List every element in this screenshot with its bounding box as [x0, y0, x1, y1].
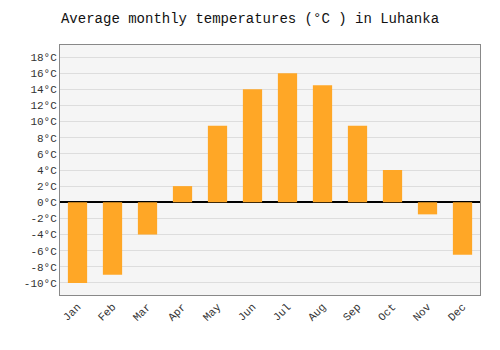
svg-text:-2°C: -2°C [30, 213, 57, 225]
svg-text:Aug: Aug [306, 301, 328, 323]
svg-text:Sep: Sep [341, 301, 363, 323]
svg-text:10°C: 10°C [30, 116, 57, 128]
svg-text:-4°C: -4°C [30, 229, 57, 241]
svg-text:12°C: 12°C [30, 100, 57, 112]
svg-text:-10°C: -10°C [24, 278, 57, 290]
svg-text:Dec: Dec [446, 301, 468, 323]
svg-text:Jul: Jul [271, 301, 293, 323]
svg-text:6°C: 6°C [37, 149, 57, 161]
svg-text:Jun: Jun [236, 301, 258, 323]
svg-text:Oct: Oct [376, 301, 398, 323]
svg-text:Feb: Feb [96, 301, 118, 323]
svg-text:Average monthly temperatures (: Average monthly temperatures (°C ) in Lu… [61, 11, 439, 27]
svg-text:Nov: Nov [411, 301, 434, 324]
svg-text:0°C: 0°C [37, 197, 57, 209]
svg-text:-6°C: -6°C [30, 246, 57, 258]
svg-text:14°C: 14°C [30, 84, 57, 96]
svg-text:18°C: 18°C [30, 52, 57, 64]
svg-text:-8°C: -8°C [30, 262, 57, 274]
svg-text:Apr: Apr [166, 301, 188, 323]
svg-text:4°C: 4°C [37, 165, 57, 177]
svg-text:Mar: Mar [131, 301, 153, 323]
svg-text:May: May [201, 301, 224, 324]
svg-text:Jan: Jan [61, 301, 83, 323]
svg-text:16°C: 16°C [30, 68, 57, 80]
svg-text:2°C: 2°C [37, 181, 57, 193]
svg-text:8°C: 8°C [37, 133, 57, 145]
